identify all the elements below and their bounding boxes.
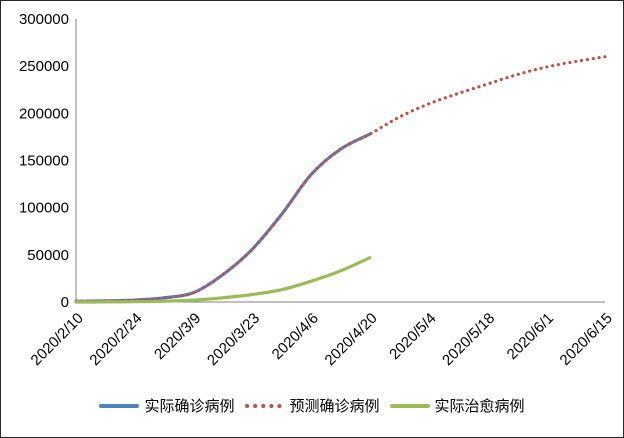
chart-legend: 实际确诊病例 预测确诊病例 实际治愈病例 xyxy=(1,395,623,416)
x-tick-label: 2020/4/6 xyxy=(269,310,322,363)
y-tick-label: 150000 xyxy=(19,153,69,170)
legend-marker-solid-line-icon xyxy=(99,403,140,408)
legend-item-actual-cured: 实际治愈病例 xyxy=(389,395,525,416)
series-line-actual-cured xyxy=(74,256,372,304)
legend-label: 实际确诊病例 xyxy=(144,398,235,415)
y-tick-label: 0 xyxy=(61,294,69,311)
x-tick-label: 2020/6/1 xyxy=(504,310,557,363)
x-tick-label: 2020/2/24 xyxy=(86,310,145,369)
legend-label: 预测确诊病例 xyxy=(289,398,380,415)
x-tick-label: 2020/4/20 xyxy=(322,310,381,369)
y-tick-label: 250000 xyxy=(19,58,69,75)
y-tick-label: 200000 xyxy=(19,105,69,122)
x-tick-label: 2020/5/18 xyxy=(439,310,498,369)
legend-marker-dotted-line-icon xyxy=(245,403,284,408)
x-tick-label: 2020/2/10 xyxy=(28,310,87,369)
y-tick-label: 100000 xyxy=(19,200,69,217)
legend-item-predicted-confirmed: 预测确诊病例 xyxy=(244,395,380,416)
x-tick-label: 2020/6/15 xyxy=(557,310,616,369)
legend-label: 实际治愈病例 xyxy=(434,398,525,415)
series-line-predicted-confirmed xyxy=(74,55,607,303)
x-tick-label: 2020/3/23 xyxy=(204,310,263,369)
axes xyxy=(75,19,605,303)
y-tick-label: 300000 xyxy=(19,11,69,28)
legend-item-actual-confirmed: 实际确诊病例 xyxy=(99,395,234,416)
y-tick-label: 50000 xyxy=(27,247,69,264)
x-tick-label: 2020/3/9 xyxy=(151,310,204,363)
x-tick-label: 2020/5/4 xyxy=(386,310,439,363)
legend-marker-solid-line-icon xyxy=(389,403,430,408)
